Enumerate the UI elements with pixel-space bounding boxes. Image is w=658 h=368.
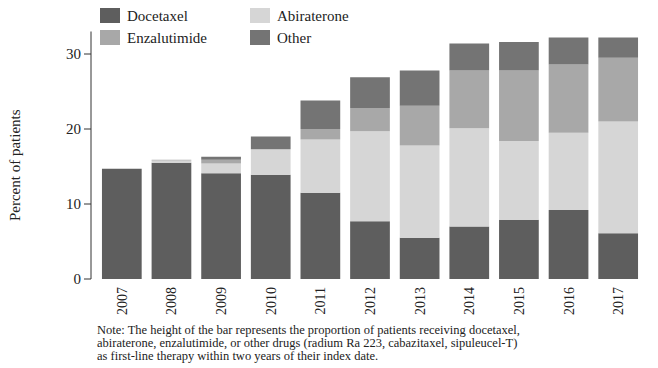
chart: 0 10 20 30 Percent of patients 2007 2008 2009 20… [0,0,658,368]
x-tick-label: 2007 [115,287,130,315]
bar-segment [152,163,192,279]
y-tick-label: 30 [66,46,81,62]
bar-segment [251,149,291,175]
bar-segment [549,65,589,133]
bar-segment [152,159,192,160]
legend-swatch [250,30,270,45]
bar-segment [400,71,440,106]
x-tick-label: 2017 [611,287,626,315]
bar-segment [152,161,192,163]
y-tick [84,129,91,130]
bar-segment [449,128,489,226]
legend-swatch [250,8,270,23]
bar-segment [549,210,589,279]
bar-segment [499,220,539,279]
bar-segment [449,71,489,129]
y-tick-label: 0 [74,271,82,287]
y-tick [84,204,91,205]
x-tick-label: 2013 [413,287,428,315]
bar-segment [598,58,638,122]
note: Note: The height of the bar represents t… [97,323,520,337]
bar-segment [400,106,440,146]
y-tick [84,54,91,55]
bar-segment [400,146,440,238]
legend-label: Abiraterone [277,8,349,24]
bar-segment [251,137,291,150]
note: as first-line therapy within two years o… [97,349,378,363]
bar-segment [549,38,589,65]
bar-segment [102,169,142,279]
y-axis-line [91,32,92,280]
bar-segment [598,122,638,234]
y-tick [84,279,91,280]
x-tick-label: 2014 [462,287,477,315]
x-tick-label: 2011 [313,287,328,314]
bar-segment [301,140,341,193]
bars [102,38,638,280]
bar-segment [201,160,241,164]
bar-segment [598,38,638,58]
bar-segment [301,101,341,130]
bar-segment [350,131,390,221]
x-tick-label: 2012 [363,287,378,315]
bar-segment [350,108,390,131]
legend: Docetaxel Abiraterone Enzalutimide Other [100,8,349,46]
y-axis-label: Percent of patients [7,109,23,221]
bar-segment [499,71,539,142]
y-tick-label: 20 [66,121,81,137]
x-tick-label: 2016 [562,287,577,315]
bar-segment [301,129,341,140]
legend-label: Enzalutimide [127,30,207,46]
x-tick-label: 2008 [164,287,179,315]
x-tick-label: 2009 [214,287,229,315]
bar-segment [201,164,241,174]
x-tick-label: 2015 [512,287,527,315]
bar-segment [201,173,241,279]
bar-segment [598,233,638,279]
bar-segment [301,193,341,279]
x-tick-label: 2010 [264,287,279,315]
bar-segment [449,227,489,280]
bar-segment [102,168,142,169]
note: abiraterone, enzalutimide, or other drug… [97,336,517,350]
legend-label: Docetaxel [127,8,188,24]
legend-swatch [100,8,120,23]
bar-segment [499,141,539,220]
bar-segment [549,133,589,210]
legend-swatch [100,30,120,45]
bar-segment [201,157,241,160]
bar-segment [400,238,440,279]
bar-segment [350,221,390,279]
bar-segment [152,159,192,161]
bar-segment [499,42,539,71]
y-tick-label: 10 [66,196,81,212]
bar-segment [449,44,489,71]
legend-label: Other [277,30,311,46]
bar-segment [350,77,390,108]
bar-segment [102,168,142,169]
bar-segment [102,168,142,169]
bar-segment [251,175,291,279]
